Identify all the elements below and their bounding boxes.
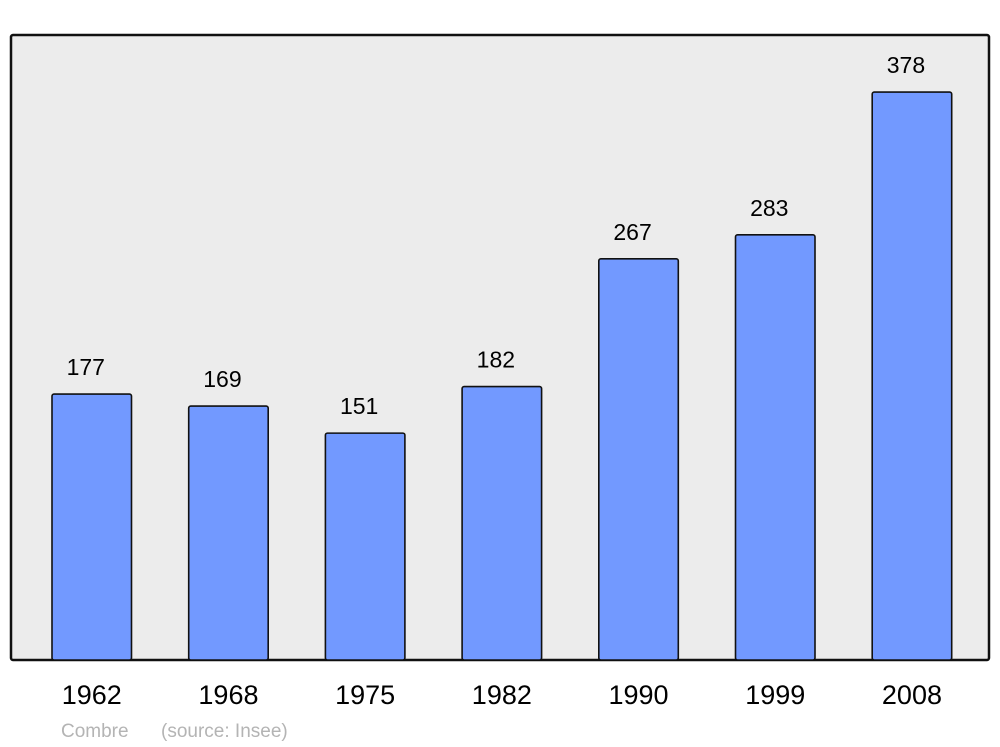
data-label-2008: 378 <box>887 52 925 78</box>
data-label-1990: 267 <box>613 219 651 245</box>
x-tick-label-1962: 1962 <box>62 680 122 710</box>
x-tick-label-1975: 1975 <box>335 680 395 710</box>
footer-source: (source: Insee) <box>161 721 288 742</box>
bar-1962 <box>51 393 133 661</box>
bar-1999 <box>734 234 816 661</box>
bar-1968 <box>187 405 269 661</box>
data-label-1962: 177 <box>67 354 105 380</box>
x-tick-label-1999: 1999 <box>745 680 805 710</box>
data-label-1982: 182 <box>477 347 515 373</box>
data-label-1975: 151 <box>340 393 378 419</box>
x-tick-label-2008: 2008 <box>882 680 942 710</box>
footer-place: Combre <box>61 721 129 742</box>
data-label-1968: 169 <box>203 366 241 392</box>
data-label-1999: 283 <box>750 195 788 221</box>
x-tick-label-1968: 1968 <box>198 680 258 710</box>
bar-1975 <box>324 432 406 661</box>
bar-1990 <box>597 258 680 661</box>
bar-1982 <box>461 385 543 661</box>
x-tick-label-1990: 1990 <box>609 680 669 710</box>
bar-2008 <box>871 91 953 661</box>
x-tick-label-1982: 1982 <box>472 680 532 710</box>
